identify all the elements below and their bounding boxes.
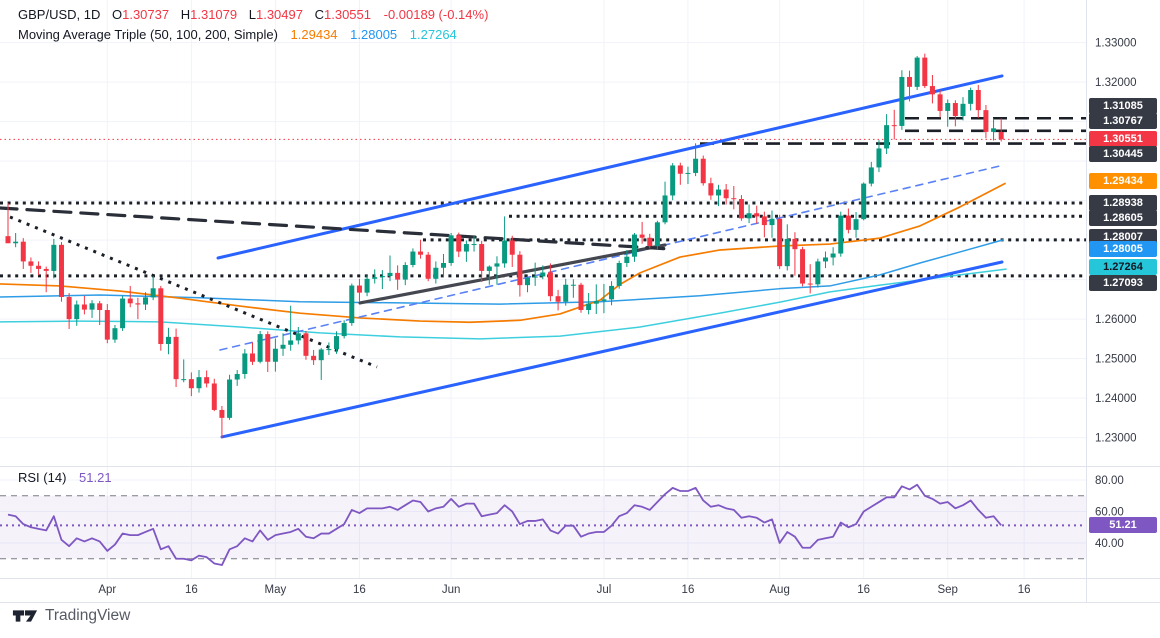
grid	[0, 0, 1086, 578]
last-price-badge: 1.30551	[1089, 131, 1157, 147]
low-value: 1.30497	[255, 7, 303, 22]
svg-text:40.00: 40.00	[1095, 538, 1124, 550]
svg-text:1.32000: 1.32000	[1095, 77, 1137, 89]
high-value: 1.31079	[190, 7, 238, 22]
symbol-title: GBP/USD, 1D	[18, 7, 101, 22]
svg-text:Aug: Aug	[769, 584, 789, 596]
price-pane	[0, 53, 1086, 439]
low-label: L	[248, 7, 256, 22]
svg-text:80.00: 80.00	[1095, 475, 1124, 487]
price-level-badge: 1.28605	[1089, 210, 1157, 226]
rsi-value: 51.21	[79, 470, 112, 485]
rsi-value-badge: 51.21	[1089, 517, 1157, 534]
svg-text:1.24000: 1.24000	[1095, 393, 1137, 405]
change-value: -0.00189 (-0.14%)	[383, 7, 489, 22]
ma200-value: 1.27264	[409, 27, 457, 42]
price-level-badge: 1.27093	[1089, 275, 1157, 291]
svg-text:Apr: Apr	[98, 584, 116, 596]
time-axis[interactable]	[0, 578, 1086, 602]
symbol-legend[interactable]: GBP/USD, 1D O1.30737 H1.31079 L1.30497 C…	[18, 7, 488, 22]
svg-text:1.25000: 1.25000	[1095, 354, 1137, 366]
price-level-badge: 1.30445	[1089, 146, 1157, 162]
ma50-value: 1.29434	[290, 27, 338, 42]
price-level-badge: 1.31085	[1089, 98, 1157, 114]
tradingview-logo-icon	[12, 610, 38, 622]
price-level-badge: 1.27264	[1089, 259, 1157, 275]
close-label: C	[314, 7, 324, 22]
svg-text:1.26000: 1.26000	[1095, 314, 1137, 326]
svg-text:1.33000: 1.33000	[1095, 38, 1137, 50]
rsi-legend[interactable]: RSI (14) 51.21	[18, 470, 112, 485]
svg-text:Jul: Jul	[597, 584, 612, 596]
svg-text:Sep: Sep	[937, 584, 957, 596]
tradingview-watermark[interactable]: TradingView	[12, 607, 130, 625]
svg-text:16: 16	[185, 584, 198, 596]
price-level-badge: 1.28938	[1089, 195, 1157, 211]
svg-text:1.23000: 1.23000	[1095, 433, 1137, 445]
ma-title: Moving Average Triple (50, 100, 200, Sim…	[18, 27, 278, 42]
axis-labels: 1.33000 1.32000 1.26000 1.25000 1.24000 1.230…	[98, 38, 1136, 596]
svg-text:16: 16	[1018, 584, 1031, 596]
svg-text:Jun: Jun	[442, 584, 461, 596]
ma100-value: 1.28005	[350, 27, 398, 42]
price-level-badge: 1.29434	[1089, 173, 1157, 189]
high-label: H	[180, 7, 191, 22]
price-axis[interactable]: 1.31085 1.30767 1.30551 1.30445 1.29434 1.289…	[1086, 0, 1160, 602]
tradingview-watermark-text: TradingView	[45, 607, 131, 624]
close-value: 1.30551	[324, 7, 371, 22]
rsi-title: RSI (14)	[18, 470, 67, 485]
svg-text:16: 16	[857, 584, 870, 596]
svg-text:16: 16	[682, 584, 695, 596]
open-value: 1.30737	[122, 7, 170, 22]
svg-text:May: May	[265, 584, 287, 596]
svg-text:16: 16	[353, 584, 366, 596]
candlesticks	[5, 53, 1004, 438]
rsi-pane	[0, 483, 1086, 566]
svg-text:60.00: 60.00	[1095, 507, 1124, 519]
price-level-badge: 1.30767	[1089, 113, 1157, 129]
ma-legend[interactable]: Moving Average Triple (50, 100, 200, Sim…	[18, 27, 457, 42]
open-label: O	[111, 7, 123, 22]
price-level-badge: 1.28005	[1089, 241, 1157, 257]
